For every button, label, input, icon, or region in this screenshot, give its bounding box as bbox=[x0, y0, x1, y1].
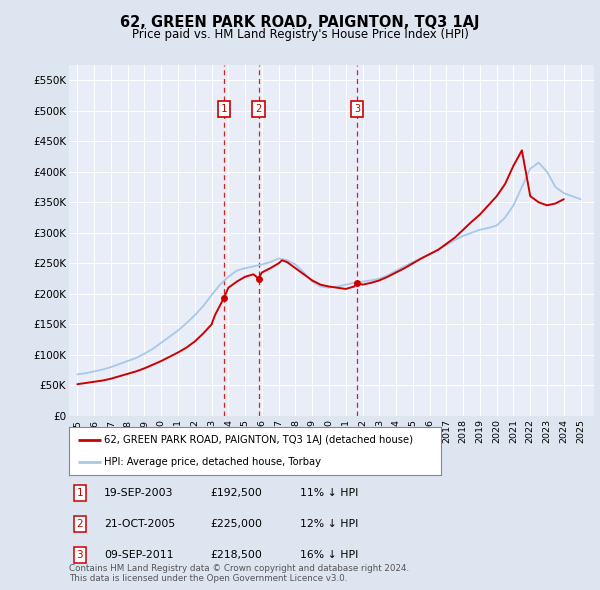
Text: £218,500: £218,500 bbox=[210, 550, 262, 559]
Text: 19-SEP-2003: 19-SEP-2003 bbox=[104, 489, 173, 498]
Text: 62, GREEN PARK ROAD, PAIGNTON, TQ3 1AJ (detached house): 62, GREEN PARK ROAD, PAIGNTON, TQ3 1AJ (… bbox=[104, 435, 413, 445]
Text: £225,000: £225,000 bbox=[210, 519, 262, 529]
Text: 21-OCT-2005: 21-OCT-2005 bbox=[104, 519, 175, 529]
Text: 16% ↓ HPI: 16% ↓ HPI bbox=[300, 550, 358, 559]
Text: 62, GREEN PARK ROAD, PAIGNTON, TQ3 1AJ: 62, GREEN PARK ROAD, PAIGNTON, TQ3 1AJ bbox=[120, 15, 480, 30]
Text: 1: 1 bbox=[221, 104, 227, 114]
Text: HPI: Average price, detached house, Torbay: HPI: Average price, detached house, Torb… bbox=[104, 457, 322, 467]
Text: 12% ↓ HPI: 12% ↓ HPI bbox=[300, 519, 358, 529]
Text: Price paid vs. HM Land Registry's House Price Index (HPI): Price paid vs. HM Land Registry's House … bbox=[131, 28, 469, 41]
Text: 09-SEP-2011: 09-SEP-2011 bbox=[104, 550, 173, 559]
Text: 2: 2 bbox=[76, 519, 83, 529]
Text: £192,500: £192,500 bbox=[210, 489, 262, 498]
Text: 1: 1 bbox=[76, 489, 83, 498]
Text: 2: 2 bbox=[256, 104, 262, 114]
Text: 11% ↓ HPI: 11% ↓ HPI bbox=[300, 489, 358, 498]
Text: 3: 3 bbox=[76, 550, 83, 559]
Text: 3: 3 bbox=[354, 104, 361, 114]
Text: Contains HM Land Registry data © Crown copyright and database right 2024.
This d: Contains HM Land Registry data © Crown c… bbox=[69, 563, 409, 583]
